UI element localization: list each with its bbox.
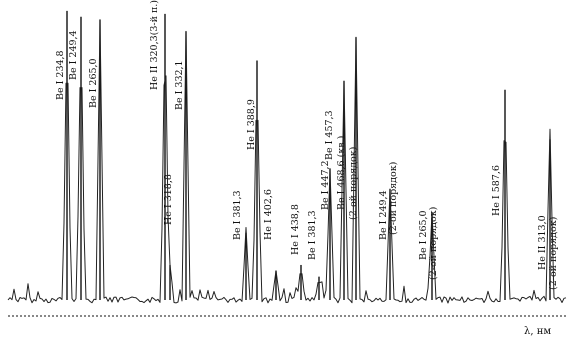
peak-label: He I 388,9: [246, 99, 257, 150]
peak-label: Be I 234,8: [55, 50, 66, 100]
peak-label: Be I 249,4: [68, 30, 79, 80]
peak-label: He I 402,6: [263, 189, 274, 240]
peak-label: Be I 265,0: [418, 210, 429, 260]
peak-label: Be I 249,4: [378, 190, 389, 240]
peak-label: He I 438,8: [290, 204, 301, 255]
peak-label: He II 313,0: [537, 215, 548, 270]
peak-label: (2-ой порядок): [548, 217, 559, 290]
peak-label: Be I 332,1: [174, 60, 185, 110]
spectrum-trace: [7, 19, 567, 304]
peak-label: Be I 468,6 (кв.): [336, 136, 347, 210]
peak-label: Be I 457,3: [324, 110, 335, 160]
peak-label: (2-ой порядок): [388, 162, 399, 235]
peak-label: He I 587,6: [491, 165, 502, 216]
peak-label: Be I 381,3: [307, 210, 318, 260]
x-axis-label: λ, нм: [524, 326, 551, 337]
peak-label: Be I 447,2: [320, 160, 331, 210]
peak-label: Be I 381,3: [232, 190, 243, 240]
labels-layer: Be I 234,8 Be I 249,4Be I 265,0 He II 320,…: [55, 0, 559, 290]
peak-label: He I 318,8: [163, 174, 174, 225]
peaks-layer: [66, 10, 551, 300]
peak-label: He II 320,3(3-й п.): [149, 0, 160, 90]
peak-label: Be I 265,0: [88, 58, 99, 108]
